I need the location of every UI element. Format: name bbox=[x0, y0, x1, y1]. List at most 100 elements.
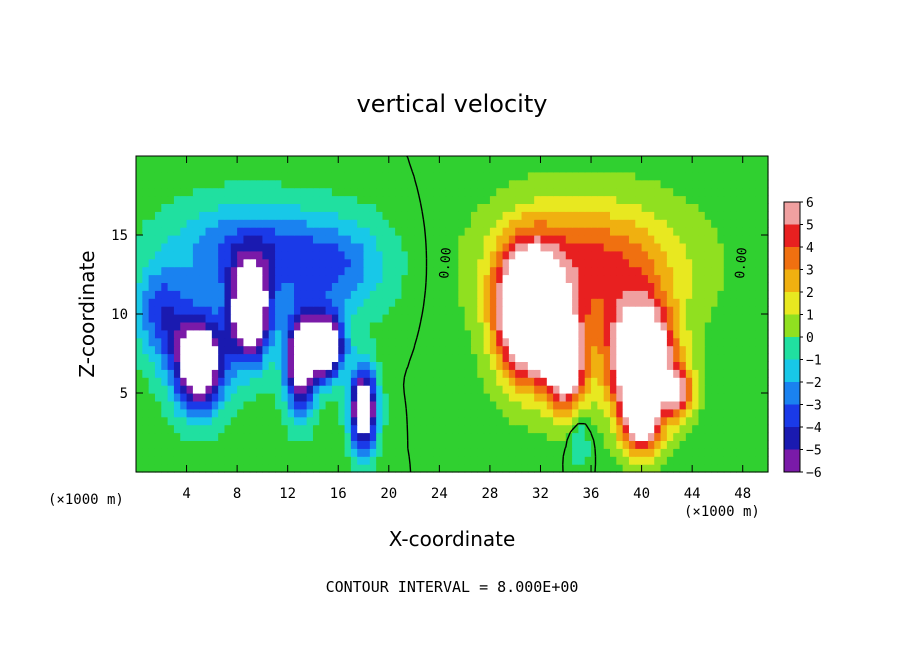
field-cell bbox=[338, 227, 346, 236]
field-cell bbox=[508, 377, 516, 386]
field-cell bbox=[711, 369, 719, 378]
field-cell bbox=[736, 227, 744, 236]
field-cell bbox=[325, 440, 333, 449]
zero-contour-segment bbox=[422, 219, 426, 228]
field-cell bbox=[281, 258, 289, 268]
field-cell bbox=[199, 329, 207, 339]
field-cell bbox=[730, 171, 737, 181]
field-cell bbox=[167, 163, 175, 173]
field-cell bbox=[464, 432, 472, 441]
field-cell bbox=[237, 242, 245, 252]
field-cell bbox=[369, 416, 377, 426]
field-cell bbox=[616, 156, 624, 165]
field-cell bbox=[300, 361, 308, 370]
field-cell bbox=[628, 432, 636, 441]
field-cell bbox=[338, 464, 346, 473]
field-cell bbox=[597, 235, 605, 244]
field-cell bbox=[755, 250, 763, 260]
field-cell bbox=[483, 321, 491, 331]
field-cell bbox=[407, 242, 415, 252]
field-cell bbox=[237, 393, 245, 402]
field-cell bbox=[426, 314, 434, 323]
field-cell bbox=[660, 440, 668, 449]
field-cell bbox=[635, 235, 643, 244]
field-cell bbox=[730, 385, 737, 394]
field-cell bbox=[489, 456, 497, 465]
field-cell bbox=[211, 385, 219, 394]
field-cell bbox=[711, 211, 719, 220]
field-cell bbox=[755, 163, 763, 173]
field-cell bbox=[603, 156, 611, 165]
field-cell bbox=[344, 298, 352, 307]
zero-contour-segment bbox=[566, 432, 571, 441]
field-cell bbox=[382, 321, 390, 331]
field-cell bbox=[161, 440, 169, 449]
field-cell bbox=[154, 456, 162, 465]
field-cell bbox=[243, 227, 251, 236]
field-cell bbox=[262, 377, 270, 386]
field-cell bbox=[224, 400, 232, 410]
field-cell bbox=[736, 448, 744, 457]
field-cell bbox=[521, 345, 529, 355]
field-cell bbox=[496, 306, 504, 315]
field-cell bbox=[635, 227, 643, 236]
field-cell bbox=[489, 440, 497, 449]
field-cell bbox=[736, 393, 744, 402]
field-cell bbox=[736, 298, 744, 307]
field-cell bbox=[275, 321, 282, 331]
field-cell bbox=[521, 400, 529, 410]
field-cell bbox=[344, 440, 352, 449]
field-cell bbox=[306, 393, 314, 402]
field-cell bbox=[275, 385, 282, 394]
field-cell bbox=[578, 266, 586, 276]
field-cell bbox=[635, 353, 643, 362]
field-cell bbox=[622, 353, 630, 362]
field-cell bbox=[483, 314, 491, 323]
field-cell bbox=[452, 163, 459, 173]
field-cell bbox=[395, 321, 403, 331]
field-cell bbox=[256, 163, 263, 173]
field-cell bbox=[717, 242, 725, 252]
field-cell bbox=[679, 274, 687, 283]
field-cell bbox=[357, 179, 365, 189]
field-cell bbox=[742, 369, 750, 378]
field-cell bbox=[357, 440, 365, 449]
field-cell bbox=[281, 171, 289, 181]
field-cell bbox=[218, 337, 226, 347]
field-cell bbox=[218, 400, 226, 410]
field-cell bbox=[628, 179, 636, 189]
field-cell bbox=[414, 393, 421, 402]
field-cell bbox=[711, 353, 719, 362]
field-cell bbox=[287, 329, 295, 339]
zero-contour-segment bbox=[407, 157, 411, 165]
field-cell bbox=[489, 361, 497, 370]
field-cell bbox=[553, 250, 561, 260]
field-cell bbox=[388, 266, 396, 276]
field-cell bbox=[142, 235, 150, 244]
field-cell bbox=[591, 290, 598, 299]
chart-title: vertical velocity bbox=[357, 90, 548, 118]
field-cell bbox=[553, 416, 561, 426]
field-cell bbox=[218, 211, 226, 220]
field-cell bbox=[312, 377, 320, 386]
field-cell bbox=[256, 187, 263, 197]
field-cell bbox=[641, 250, 649, 260]
field-cell bbox=[148, 400, 156, 410]
field-cell bbox=[584, 432, 592, 441]
field-cell bbox=[673, 377, 681, 386]
zero-contour-segment bbox=[403, 392, 406, 401]
field-cell bbox=[565, 321, 573, 331]
field-cell bbox=[256, 242, 263, 252]
field-cell bbox=[489, 377, 497, 386]
field-cell bbox=[673, 235, 681, 244]
field-cell bbox=[306, 353, 314, 362]
field-cell bbox=[584, 321, 592, 331]
field-cell bbox=[673, 456, 681, 465]
field-cell bbox=[641, 321, 649, 331]
field-cell bbox=[742, 290, 750, 299]
field-cell bbox=[275, 306, 282, 315]
field-cell bbox=[578, 274, 586, 283]
field-cell bbox=[230, 163, 238, 173]
field-cell bbox=[262, 321, 270, 331]
field-cell bbox=[325, 416, 333, 426]
